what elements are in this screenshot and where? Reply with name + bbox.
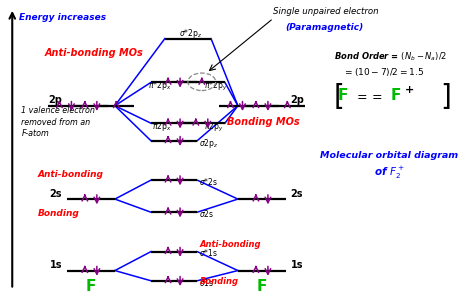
Text: $\sigma$*1s: $\sigma$*1s bbox=[200, 247, 219, 258]
Text: F: F bbox=[86, 279, 96, 294]
Text: $= (10-7)/2 = 1.5$: $= (10-7)/2 = 1.5$ bbox=[343, 66, 424, 78]
Text: [: [ bbox=[334, 83, 345, 111]
Text: Anti-bonding: Anti-bonding bbox=[200, 240, 261, 249]
Text: 1s: 1s bbox=[291, 260, 303, 270]
Text: 2p: 2p bbox=[291, 95, 304, 105]
Text: Bonding: Bonding bbox=[200, 277, 238, 286]
Text: F: F bbox=[257, 279, 267, 294]
Text: Single unpaired electron: Single unpaired electron bbox=[273, 7, 379, 16]
Text: Energy increases: Energy increases bbox=[19, 13, 106, 22]
Text: $\pi$*2p$_y$: $\pi$*2p$_y$ bbox=[204, 80, 228, 93]
Text: +: + bbox=[405, 85, 414, 95]
Text: $\sigma$1s: $\sigma$1s bbox=[200, 277, 215, 288]
Text: F: F bbox=[391, 88, 401, 103]
Text: Bonding MOs: Bonding MOs bbox=[227, 117, 300, 127]
Text: ]: ] bbox=[440, 83, 451, 111]
Text: of $F_2^+$: of $F_2^+$ bbox=[374, 165, 404, 181]
Text: $\pi$*2p$_x$: $\pi$*2p$_x$ bbox=[148, 79, 172, 92]
Text: Anti-bonding MOs: Anti-bonding MOs bbox=[45, 48, 143, 58]
Text: $\pi$2p$_y$: $\pi$2p$_y$ bbox=[204, 120, 224, 134]
Text: 2s: 2s bbox=[50, 189, 62, 199]
Text: Bonding: Bonding bbox=[37, 209, 80, 218]
Text: $\sigma$2s: $\sigma$2s bbox=[200, 209, 215, 219]
Text: $\sigma$2p$_z$: $\sigma$2p$_z$ bbox=[200, 137, 219, 150]
Text: (Paramagnetic): (Paramagnetic) bbox=[285, 23, 363, 32]
Text: 2s: 2s bbox=[291, 189, 303, 199]
Text: 1s: 1s bbox=[50, 260, 62, 270]
Text: 1 valence electron
removed from an
F-atom: 1 valence electron removed from an F-ato… bbox=[21, 106, 95, 138]
Text: 2p: 2p bbox=[48, 95, 62, 105]
Text: $\sigma$*2s: $\sigma$*2s bbox=[200, 176, 219, 187]
Text: $=$$=$: $=$$=$ bbox=[354, 89, 383, 102]
Text: Anti-bonding: Anti-bonding bbox=[37, 170, 104, 179]
Text: Molecular orbital diagram: Molecular orbital diagram bbox=[320, 151, 458, 160]
Text: F: F bbox=[337, 88, 348, 103]
Text: $\pi$2p$_x$: $\pi$2p$_x$ bbox=[152, 120, 172, 133]
Text: $\sigma$*2p$_z$: $\sigma$*2p$_z$ bbox=[179, 27, 202, 40]
Text: Bond Order = $(N_b-N_a)/2$: Bond Order = $(N_b-N_a)/2$ bbox=[334, 50, 447, 63]
